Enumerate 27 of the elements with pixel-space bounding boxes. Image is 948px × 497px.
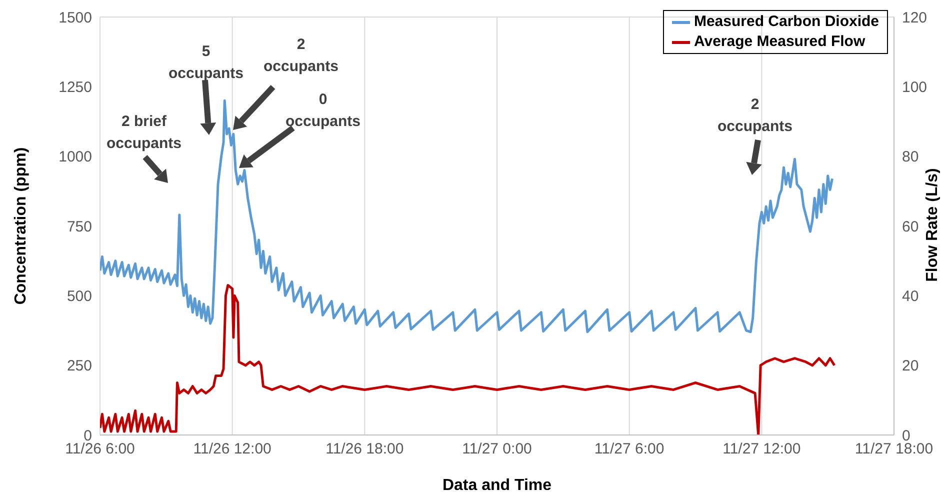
legend-label: Average Measured Flow <box>694 32 866 52</box>
annotation: 2 brief occupants <box>106 112 182 152</box>
x-tick-label: 11/26 6:00 <box>65 440 135 458</box>
legend-label: Measured Carbon Dioxide <box>694 12 879 32</box>
y2-tick-label: 40 <box>902 288 919 305</box>
annotation: 0 occupants <box>285 90 361 130</box>
x-tick-label: 11/26 12:00 <box>193 440 272 458</box>
y-tick-label: 750 <box>66 218 92 236</box>
y2-tick-label: 100 <box>902 78 928 96</box>
y-tick-label: 1500 <box>58 9 92 26</box>
x-tick-label: 11/26 18:00 <box>326 440 404 458</box>
y-axis-title: Concentration (ppm) <box>12 147 30 305</box>
y-tick-label: 500 <box>66 288 92 305</box>
y-tick-label: 250 <box>66 358 92 375</box>
y2-tick-label: 20 <box>902 358 919 375</box>
y-tick-label: 1250 <box>58 78 92 96</box>
y2-tick-label: 120 <box>902 9 928 26</box>
annotation: 2 occupants <box>717 96 793 135</box>
x-tick-label: 11/27 12:00 <box>722 440 801 458</box>
x-tick-label: 11/27 6:00 <box>594 440 664 458</box>
y2-tick-label: 60 <box>902 218 919 236</box>
x-axis-title: Data and Time <box>442 477 552 494</box>
y2-tick-label: 80 <box>902 148 919 166</box>
y-tick-label: 1000 <box>58 148 92 166</box>
x-tick-label: 11/27 0:00 <box>462 440 532 458</box>
annotation: 2 occupants <box>263 36 339 75</box>
annotation: 5 occupants <box>168 42 244 82</box>
